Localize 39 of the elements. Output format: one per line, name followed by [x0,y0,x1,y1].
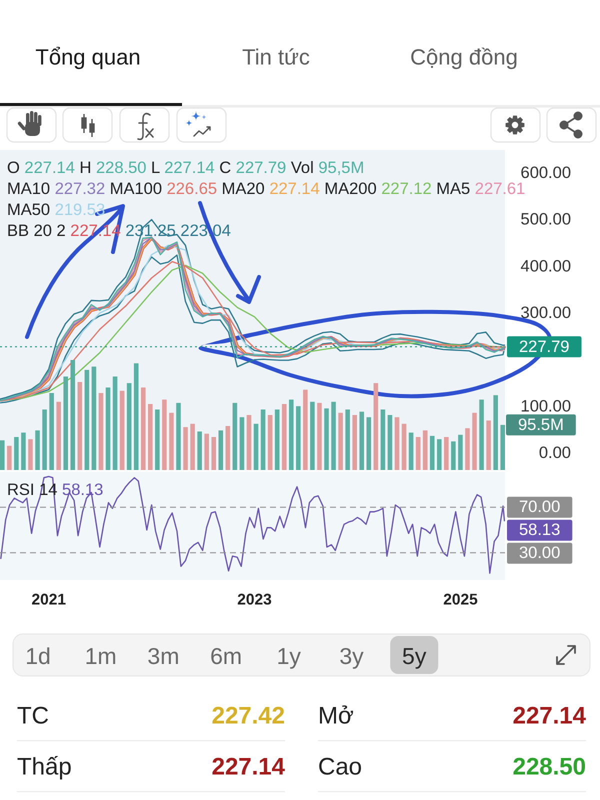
y-tick-label: 400.00 [520,257,571,276]
annotation: MA5 227.61 [436,180,526,198]
y-tick-label: 0.00 [538,444,571,462]
text: Tin tức [242,44,310,70]
text: Tổng quan [35,44,141,70]
text: 5y [402,643,427,669]
text: 3y [339,643,364,669]
data-label: 228.50 [512,754,586,780]
y-tick-label: 100.00 [520,397,571,416]
y-tick-label: 600.00 [520,164,571,182]
ref-line-label: 227.79 [518,338,570,356]
annotation: MA200 227.12 [324,180,432,198]
data-label: 227.14 [512,702,587,730]
annotation: MA50 219.53 [7,201,106,219]
x-tick-label: 2021 [32,592,66,608]
category-label: Thấp [17,754,72,780]
annotation: MA100 226.65 [110,180,218,198]
category-label: Cao [318,754,362,780]
ref-line-label: 30.00 [518,544,560,562]
annotation: MA20 227.14 [222,180,320,198]
data-label: 227.14 [212,754,286,780]
data-label: 227.42 [212,702,285,730]
category-label: Mở [318,702,354,730]
text: 1m [84,643,117,669]
text: 95.5M [518,416,564,434]
text: 58.13 [518,521,560,540]
y-tick-label: 300.00 [520,304,571,322]
category-label: TC [17,702,49,730]
text: Cộng đồng [410,44,518,70]
text: O 227.14 H 228.50 L 227.14 C 227.79 Vol 95,5M [7,159,364,177]
y-tick-label: 500.00 [520,210,571,229]
text: 3m [147,643,180,669]
ref-line-label: 70.00 [518,498,560,516]
x-tick-label: 2023 [237,592,272,608]
annotation: MA10 227.32 [7,180,106,198]
text: 1d [25,643,51,669]
x-tick-label: 2025 [443,592,478,608]
text: 1y [276,643,302,669]
text: 6m [210,643,242,669]
